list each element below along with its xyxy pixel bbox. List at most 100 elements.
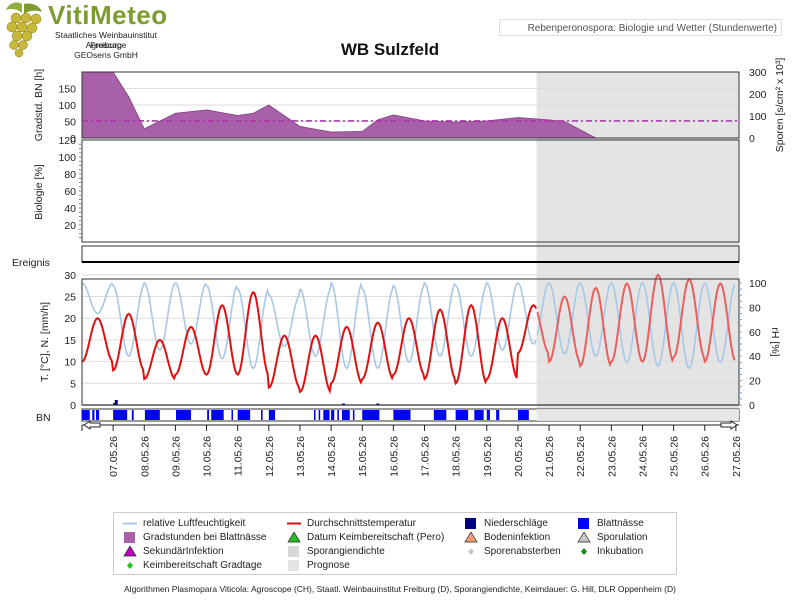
diamond-swatch-icon [581,548,587,555]
leaf-wetness-bar [455,410,469,420]
legend-item: Blattnässe [576,518,644,530]
leaf-wetness-bar [433,410,447,420]
temperature-forecast-line [536,273,736,368]
precipitation-bar [376,403,380,405]
y2-tick-label: 300 [749,67,767,79]
square-swatch-icon [465,518,476,529]
leaf-wetness-bar [207,410,210,420]
leaf-wetness-bar [474,410,484,420]
leaf-wetness-bar [211,410,224,420]
triangle-swatch-icon [287,532,301,543]
vitimeteo-logo: VitiMeteo Staatliches Weinbauinstitut Fr… [0,0,200,64]
y-tick-label: 100 [58,100,76,112]
y-tick-label: 20 [64,313,76,325]
triangle-swatch-icon [123,546,137,557]
x-tick-label: 16.05.26 [388,436,400,477]
y2-tick-label: 20 [749,376,761,388]
square-swatch-icon [578,518,589,529]
x-tick-label: 18.05.26 [451,436,463,477]
legend-label: Sporenabsterben [484,546,561,558]
y-tick-label: 150 [58,84,76,96]
y-tick-label: 50 [64,117,76,129]
y-tick-label: 100 [58,152,76,164]
diamond-swatch-icon [468,548,474,555]
x-tick-label: 15.05.26 [357,436,369,477]
x-tick-label: 19.05.26 [482,436,494,477]
y2-tick-label: 60 [749,327,761,339]
leaf-wetness-bar [144,410,160,420]
agroscope-line: Agroscope [85,40,127,50]
x-tick-label: 22.05.26 [575,436,587,477]
legend-item: Prognose [286,560,350,572]
y2-tick-label: 0 [749,400,755,412]
legend-item: Sporenabsterben [463,546,561,558]
panel-frame [81,71,740,139]
footer-credits: Algorithmen Plasmopara Viticola: Agrosco… [124,584,676,594]
leaf-wetness-bar [237,410,251,420]
x-tick-label: 11.05.26 [233,436,245,476]
y-tick-label: 120 [58,135,76,147]
x-tick-label: 10.05.26 [202,436,214,477]
y-tick-label: 80 [64,169,76,181]
leaf-wetness-bar [496,410,500,420]
legend-item: Gradstunden bei Blattnässe [122,532,266,544]
legend-item: Durchschnittstemperatur [286,518,416,530]
x-tick-label: 25.05.26 [669,436,681,477]
legend-label: Inkubation [597,546,644,558]
x-tick-label: 17.05.26 [420,436,432,477]
leaf-wetness-bar [176,410,191,420]
x-tick-label: 26.05.26 [700,436,712,477]
legend-label: Keimbereitschaft Gradtage [143,560,262,572]
legend-item: Keimbereitschaft Gradtage [122,560,262,572]
line-swatch-icon [123,522,137,525]
panel-frame [81,278,740,406]
y-axis-title: T. [°C], N. [mm/h] [39,302,51,382]
leaf-wetness-bar [313,410,316,420]
line-swatch-icon [287,522,301,525]
legend-label: Durchschnittstemperatur [307,518,416,530]
x-tick-label: 23.05.26 [606,436,618,477]
page-subtitle: Rebenperonospora: Biologie und Wetter (S… [499,19,782,36]
scroll-right-icon [720,420,738,430]
y-tick-label: 20 [64,220,76,232]
legend-item: relative Luftfeuchtigkeit [122,518,245,530]
leaf-wetness-bar [341,410,350,420]
y-tick-label: 0 [70,400,76,412]
square-swatch-icon [288,546,299,557]
y-axis-title: Biologie [%] [33,164,45,220]
leaf-wetness-bar [268,410,276,420]
legend-item: Inkubation [576,546,643,558]
legend-label: Niederschläge [484,518,548,530]
y-tick-label: 10 [64,357,76,369]
legend-item: Datum Keimbereitschaft (Pero) [286,532,444,544]
leaf-wetness-bar [131,410,134,420]
y-tick-label: 5 [70,378,76,390]
y-tick-label: 30 [64,270,76,282]
y-axis-title: Ereignis [12,257,50,269]
legend-item: Bodeninfektion [463,532,550,544]
leaf-wetness-bar [113,410,128,420]
station-title: WB Sulzfeld [340,40,440,59]
leaf-wetness-bar [92,410,95,420]
y2-tick-label: 200 [749,89,767,101]
forecast-area [536,409,739,421]
legend-item: Niederschläge [463,518,548,530]
legend-item: Sporulation [576,532,648,544]
legend-label: Blattnässe [597,518,644,530]
square-swatch-icon [124,532,135,543]
geosens-line: GEOsens GmbH [74,50,138,60]
x-tick-label: 13.05.26 [295,436,307,477]
x-tick-label: 07.05.26 [108,436,120,477]
y2-tick-label: 0 [749,133,755,145]
legend-label: Sporangiendichte [307,546,385,558]
legend-label: Sporulation [597,532,648,544]
y2-axis-title: Sporen [s/cm² x 10³] [774,58,786,153]
x-tick-label: 08.05.26 [139,436,151,477]
diamond-swatch-icon [127,562,133,569]
legend-label: Prognose [307,560,350,572]
leaf-wetness-bar [323,410,330,420]
y-tick-label: 15 [64,335,76,347]
legend-label: Datum Keimbereitschaft (Pero) [307,532,445,544]
x-tick-label: 09.05.26 [170,436,182,477]
leaf-wetness-bar [331,410,335,420]
